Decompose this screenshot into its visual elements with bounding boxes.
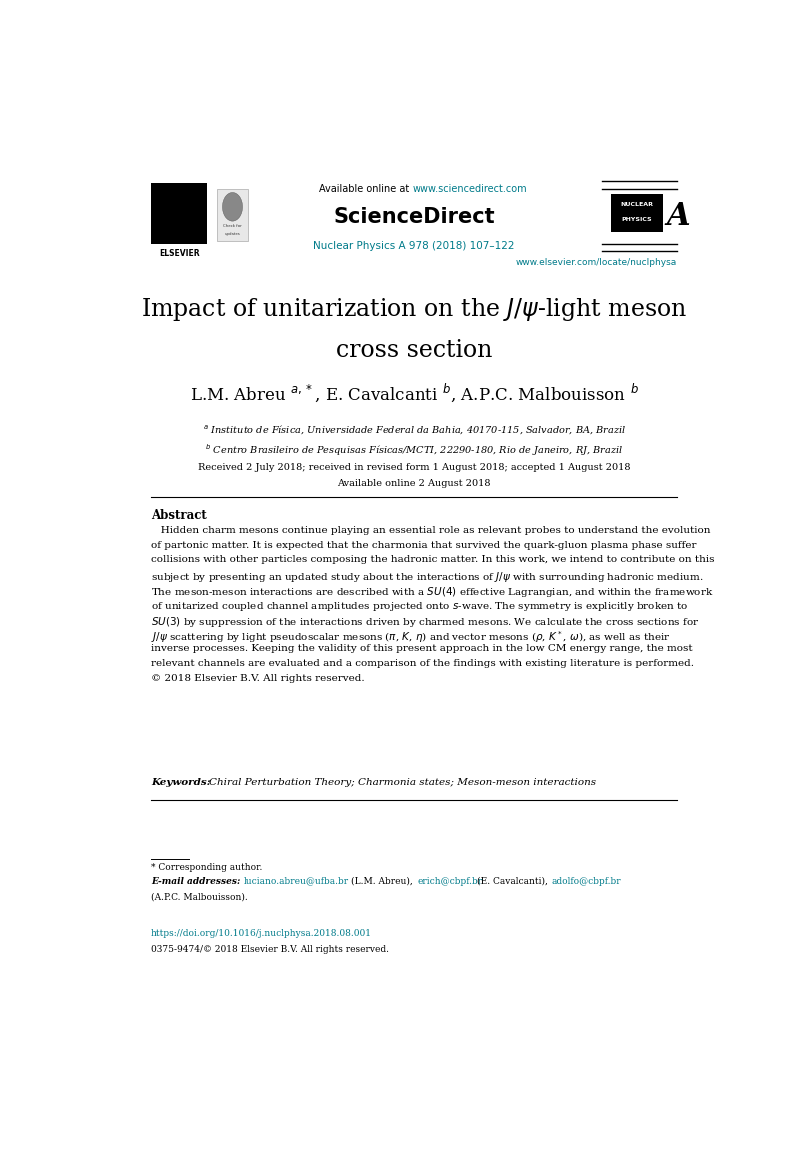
Text: $^{b}$ Centro Brasileiro de Pesquisas Físicas/MCTI, 22290-180, Rio de Janeiro, R: $^{b}$ Centro Brasileiro de Pesquisas Fí… [205,442,623,458]
Text: $SU(3)$ by suppression of the interactions driven by charmed mesons. We calculat: $SU(3)$ by suppression of the interactio… [151,615,700,629]
Text: Check for: Check for [223,224,242,228]
Text: The meson-meson interactions are described with a $SU(4)$ effective Lagrangian, : The meson-meson interactions are describ… [151,584,713,600]
Text: E-mail addresses:: E-mail addresses: [151,876,243,885]
Text: 0375-9474/© 2018 Elsevier B.V. All rights reserved.: 0375-9474/© 2018 Elsevier B.V. All right… [151,945,389,954]
Bar [217,188,248,241]
Text: Received 2 July 2018; received in revised form 1 August 2018; accepted 1 August : Received 2 July 2018; received in revise… [198,464,630,472]
Text: Available online 2 August 2018: Available online 2 August 2018 [338,479,490,488]
Text: Abstract: Abstract [151,509,207,522]
Bar [612,194,663,231]
Text: erich@cbpf.br: erich@cbpf.br [417,876,482,885]
Text: ScienceDirect: ScienceDirect [333,207,495,227]
Text: (E. Cavalcanti),: (E. Cavalcanti), [477,876,548,885]
Text: https://doi.org/10.1016/j.nuclphysa.2018.08.001: https://doi.org/10.1016/j.nuclphysa.2018… [151,928,372,938]
Text: collisions with other particles composing the hadronic matter. In this work, we : collisions with other particles composin… [151,555,714,565]
Circle shape [222,193,242,221]
Text: * Corresponding author.: * Corresponding author. [151,863,263,873]
Text: Available online at: Available online at [319,184,413,194]
Text: (A.P.C. Malbouisson).: (A.P.C. Malbouisson). [151,892,248,902]
Text: of partonic matter. It is expected that the charmonia that survived the quark-gl: of partonic matter. It is expected that … [151,540,696,550]
Text: of unitarized coupled channel amplitudes projected onto $s$-wave. The symmetry i: of unitarized coupled channel amplitudes… [151,600,688,612]
Text: updates: updates [225,231,240,236]
Text: NUCLEAR: NUCLEAR [621,202,654,207]
Text: Keywords:: Keywords: [151,779,214,788]
Text: L.M. Abreu $^{a,*}$, E. Cavalcanti $^{b}$, A.P.C. Malbouisson $^{b}$: L.M. Abreu $^{a,*}$, E. Cavalcanti $^{b}… [190,381,638,403]
Text: inverse processes. Keeping the validity of this present approach in the low CM e: inverse processes. Keeping the validity … [151,644,692,653]
Text: PHYSICS: PHYSICS [621,217,652,222]
Text: $J/\psi$ scattering by light pseudoscalar mesons ($\pi$, $K$, $\eta$) and vector: $J/\psi$ scattering by light pseudoscala… [151,630,671,645]
Text: www.elsevier.com/locate/nuclphysa: www.elsevier.com/locate/nuclphysa [516,258,677,266]
Text: www.sciencedirect.com: www.sciencedirect.com [413,184,528,194]
Text: ELSEVIER: ELSEVIER [159,250,200,258]
Text: subject by presenting an updated study about the interactions of $J/\psi$ with s: subject by presenting an updated study a… [151,571,704,584]
Text: Hidden charm mesons continue playing an essential role as relevant probes to und: Hidden charm mesons continue playing an … [151,526,710,535]
Text: relevant channels are evaluated and a comparison of the findings with existing l: relevant channels are evaluated and a co… [151,659,694,668]
Text: $^{a}$ Instituto de Física, Universidade Federal da Bahia, 40170-115, Salvador, : $^{a}$ Instituto de Física, Universidade… [203,424,625,437]
Text: luciano.abreu@ufba.br: luciano.abreu@ufba.br [244,876,349,885]
Text: © 2018 Elsevier B.V. All rights reserved.: © 2018 Elsevier B.V. All rights reserved… [151,674,364,682]
Text: adolfo@cbpf.br: adolfo@cbpf.br [552,876,621,885]
Text: Chiral Perturbation Theory; Charmonia states; Meson-meson interactions: Chiral Perturbation Theory; Charmonia st… [208,779,595,788]
Text: A: A [666,201,689,232]
Text: Nuclear Physics A 978 (2018) 107–122: Nuclear Physics A 978 (2018) 107–122 [314,241,515,251]
Text: Impact of unitarization on the $J/\psi$-light meson: Impact of unitarization on the $J/\psi$-… [141,296,687,323]
Text: cross section: cross section [336,339,492,363]
Bar [151,184,208,244]
Text: (L.M. Abreu),: (L.M. Abreu), [351,876,413,885]
